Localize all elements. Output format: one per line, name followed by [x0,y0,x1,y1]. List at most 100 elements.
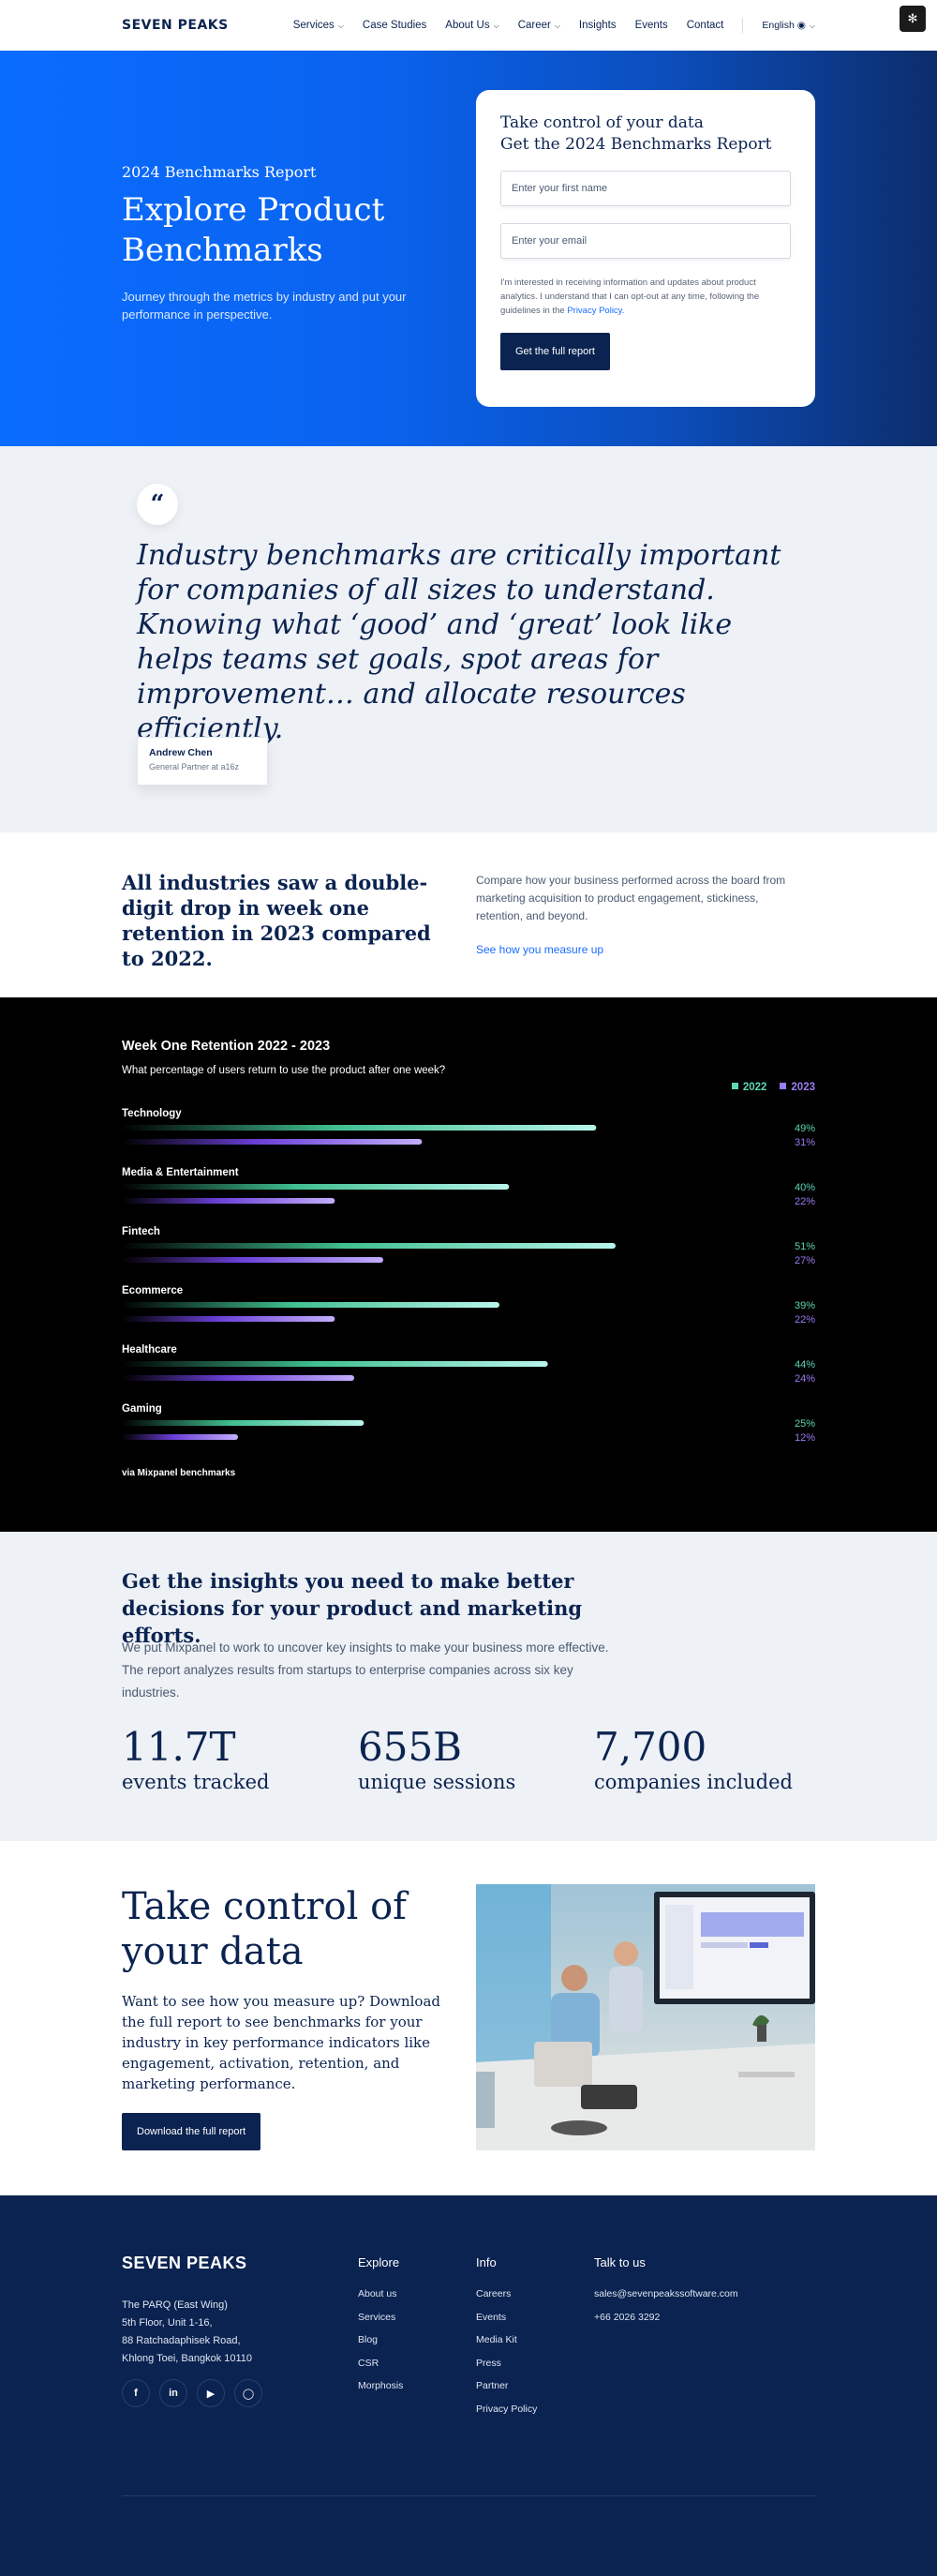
language-selector[interactable]: English ◉ ⌵ [762,20,815,31]
bar-2022 [122,1420,364,1426]
chevron-down-icon: ⌵ [493,22,499,30]
category-label: Ecommerce [122,1285,183,1296]
measure-up-link[interactable]: See how you measure up [476,943,604,956]
stat-label: events tracked [122,1771,270,1793]
nav-events[interactable]: Events [634,20,668,31]
nav-links: Services ⌵ Case Studies About Us ⌵ Career ⌵… [293,18,815,33]
footer-address: The PARQ (East Wing) 5th Floor, Unit 1-1… [122,2299,253,2364]
nav-divider [742,18,744,33]
nav-insights[interactable]: Insights [578,20,617,31]
value-label-2022: 44% [795,1359,815,1370]
footer-link-services[interactable]: Services [358,2311,396,2323]
chart-subtitle: What percentage of users return to use t… [122,1065,446,1076]
get-report-button[interactable]: Get the full report [500,333,610,370]
footer-link-morphosis[interactable]: Morphosis [358,2380,404,2391]
cta-description: Want to see how you measure up? Download… [122,1993,441,2092]
footer-divider [122,2495,815,2496]
instagram-icon[interactable]: ◯ [234,2379,262,2407]
nav-about-us[interactable]: About Us ⌵ [445,20,499,31]
top-nav: SEVEN PEAKS Services ⌵ Case Studies About… [0,0,937,51]
value-label-2023: 31% [795,1137,815,1148]
bar-2022 [122,1184,510,1190]
value-label-2023: 12% [795,1432,815,1444]
nav-case-studies[interactable]: Case Studies [362,20,427,31]
hero-eyebrow: 2024 Benchmarks Report [122,163,317,181]
footer-explore: Explore About us Services Blog CSR Morph… [358,2255,403,2398]
footer-link-about[interactable]: About us [358,2288,397,2299]
nav-services[interactable]: Services ⌵ [292,20,344,31]
youtube-icon[interactable]: ▶ [197,2379,225,2407]
value-label-2022: 51% [795,1241,815,1252]
chart-legend: 2022 2023 [731,1082,815,1093]
first-name-field[interactable]: Enter your first name [500,171,791,206]
footer-link-privacy[interactable]: Privacy Policy [476,2403,538,2415]
footer-info-title: Info [476,2255,497,2269]
bar-2023 [122,1316,335,1322]
meeting-photo [476,1884,815,2150]
value-label-2023: 22% [795,1314,815,1325]
stat-value: 7,700 [594,1724,707,1770]
value-label-2022: 25% [795,1418,815,1430]
nav-career[interactable]: Career ⌵ [517,20,560,31]
category-label: Technology [122,1108,182,1119]
bar-2022 [122,1361,548,1367]
author-card: Andrew Chen General Partner at a16z [137,737,268,786]
brand-logo[interactable]: SEVEN PEAKS [122,18,229,33]
footer-link-careers[interactable]: Careers [476,2288,512,2299]
category-label: Gaming [122,1403,162,1415]
industries-section: All industries saw a double-digit drop i… [0,832,937,997]
quote-text: Industry benchmarks are critically impor… [137,539,781,745]
legend-2022: 2022 [731,1082,766,1093]
email-field[interactable]: Enter your email [500,223,791,259]
footer-email-link[interactable]: sales@sevenpeakssoftware.com [594,2288,738,2299]
privacy-policy-link[interactable]: Privacy Policy. [567,306,625,316]
insights-description: We put Mixpanel to work to uncover key i… [122,1640,609,1700]
cta-title: Take control of your data [122,1885,407,1973]
bar-2023 [122,1257,383,1263]
facebook-icon[interactable]: f [122,2379,150,2407]
footer-link-csr[interactable]: CSR [358,2357,379,2369]
globe-pin-icon: ◉ [796,20,806,31]
footer-link-media-kit[interactable]: Media Kit [476,2334,517,2345]
chevron-down-icon: ⌵ [809,22,815,30]
legend-swatch-2023 [780,1083,787,1089]
nav-contact[interactable]: Contact [686,20,724,31]
footer-phone[interactable]: +66 2026 3292 [594,2311,661,2323]
chart-title: Week One Retention 2022 - 2023 [122,1039,331,1054]
stat-sessions: 655B unique sessions [358,1724,564,1793]
value-label-2023: 22% [795,1196,815,1207]
linkedin-icon[interactable]: in [159,2379,187,2407]
social-links: f in ▶ ◯ [122,2379,262,2407]
category-label: Healthcare [122,1344,177,1355]
bar-2023 [122,1375,354,1381]
stat-events: 11.7T events tracked [122,1724,328,1793]
legend-2023: 2023 [780,1082,815,1093]
hero-section: 2024 Benchmarks Report Explore Product B… [0,51,937,446]
retention-chart-section: Week One Retention 2022 - 2023 What perc… [0,997,937,1532]
value-label-2022: 40% [795,1182,815,1193]
hero-subtitle: Journey through the metrics by industry … [122,290,407,322]
download-report-button[interactable]: Download the full report [122,2113,261,2150]
footer-contact: Talk to us sales@sevenpeakssoftware.com … [594,2255,738,2329]
bar-2022 [122,1125,597,1131]
footer-contact-title: Talk to us [594,2255,646,2269]
footer-link-blog[interactable]: Blog [358,2334,379,2345]
footer-link-press[interactable]: Press [476,2357,501,2369]
footer-link-events[interactable]: Events [476,2311,507,2323]
stat-value: 655B [358,1724,463,1770]
value-label-2022: 39% [795,1300,815,1311]
chart-source: via Mixpanel benchmarks [122,1468,236,1478]
bar-2022 [122,1243,616,1249]
industries-title: All industries saw a double-digit drop i… [122,871,431,970]
footer-logo[interactable]: SEVEN PEAKS [122,2254,247,2272]
site-footer: SEVEN PEAKS The PARQ (East Wing) 5th Flo… [0,2195,937,2576]
footer-info: Info Careers Events Media Kit Press Part… [476,2255,537,2420]
legend-swatch-2022 [731,1083,738,1089]
hubspot-icon[interactable]: ✻ [900,6,926,32]
footer-link-partner[interactable]: Partner [476,2380,509,2391]
industries-description: Compare how your business performed acro… [476,874,786,922]
stat-label: companies included [594,1771,793,1793]
bar-2023 [122,1139,423,1145]
value-label-2022: 49% [795,1123,815,1134]
quote-section: “ Industry benchmarks are critically imp… [0,446,937,832]
